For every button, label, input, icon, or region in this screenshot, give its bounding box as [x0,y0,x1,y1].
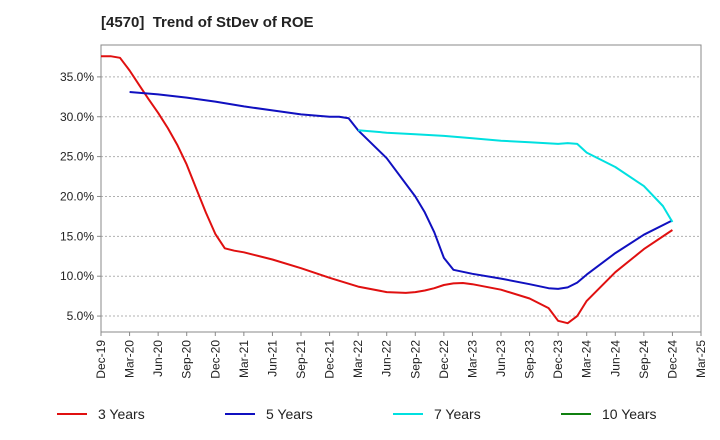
x-tick-label: Mar-20 [123,340,137,378]
chart-title: [4570] Trend of StDev of ROE [101,14,314,31]
y-axis: 5.0% 10.0% 15.0% 20.0% 25.0% 30.0% 35.0% [60,70,101,323]
legend-label: 10 Years [602,406,657,422]
x-tick-label: Mar-22 [351,340,365,378]
series-lines [101,55,674,325]
y-tick-label: 25.0% [60,150,94,164]
x-tick-label: Dec-19 [94,340,108,379]
legend-label: 7 Years [434,406,481,422]
x-tick-label: Sep-21 [294,340,308,379]
x-tick-label: Mar-23 [465,340,479,378]
x-tick-label: Dec-20 [208,340,222,379]
gridlines [101,76,701,317]
y-tick-label: 10.0% [60,269,94,283]
y-tick-label: 20.0% [60,189,94,203]
y-tick-label: 30.0% [60,110,94,124]
legend-label: 3 Years [98,406,145,422]
y-tick-label: 35.0% [60,70,94,84]
x-tick-label: Jun-24 [608,340,622,377]
x-tick-label: Jun-23 [494,340,508,377]
y-tick-label: 5.0% [67,309,95,323]
series-line-3-years [101,55,673,325]
x-tick-label: Sep-22 [408,340,422,379]
x-tick-label: Sep-20 [180,340,194,379]
legend: 3 Years 5 Years 7 Years 10 Years [57,406,657,422]
series-line-5-years [129,91,673,290]
x-axis: Dec-19 Mar-20 Jun-20 Sep-20 Dec-20 Mar-21 Jun-… [94,332,708,379]
x-tick-label: Jun-20 [151,340,165,377]
x-tick-label: Dec-22 [437,340,451,379]
x-tick-label: Dec-23 [551,340,565,379]
series-line-7-years [358,129,674,223]
y-tick-label: 15.0% [60,229,94,243]
x-tick-label: Sep-23 [523,340,537,379]
x-tick-label: Jun-21 [265,340,279,377]
plot-area-frame [100,44,702,333]
x-tick-label: Sep-24 [637,340,651,379]
x-tick-label: Dec-24 [665,340,679,379]
x-tick-label: Jun-22 [380,340,394,377]
x-tick-label: Mar-24 [580,340,594,378]
x-tick-label: Dec-21 [323,340,337,379]
x-tick-label: Mar-25 [694,340,708,378]
legend-label: 5 Years [266,406,313,422]
x-tick-label: Mar-21 [237,340,251,378]
